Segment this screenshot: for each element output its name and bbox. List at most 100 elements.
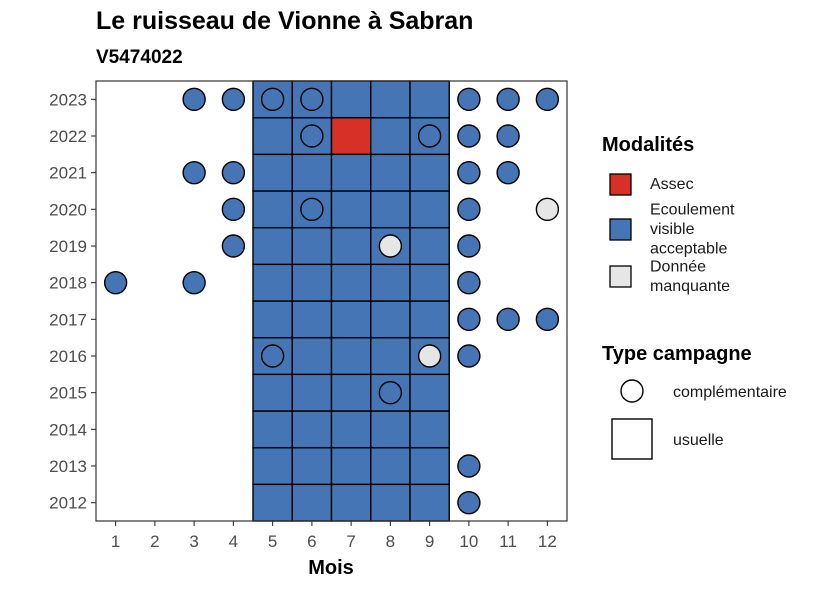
tile-2012-7 bbox=[330, 483, 372, 522]
tile-2012-6 bbox=[291, 483, 333, 522]
tile-2014-8 bbox=[370, 410, 411, 449]
y-tick-label-2022: 2022 bbox=[49, 127, 87, 146]
tile-2018-7 bbox=[330, 263, 372, 302]
tile-2016-8 bbox=[370, 336, 411, 376]
tile-2013-5 bbox=[252, 446, 293, 486]
point-2022-10 bbox=[457, 124, 481, 148]
point-2020-6 bbox=[300, 197, 324, 222]
point-2016-5 bbox=[260, 344, 285, 368]
legend-key-usuelle bbox=[611, 418, 653, 460]
tile-2021-7 bbox=[330, 153, 372, 192]
y-tick-label-2021: 2021 bbox=[49, 164, 87, 183]
point-2023-11 bbox=[496, 87, 520, 112]
tile-2019-9 bbox=[409, 226, 450, 266]
y-tick-label-2019: 2019 bbox=[49, 237, 87, 256]
tile-2014-7 bbox=[330, 410, 372, 449]
point-2022-9 bbox=[417, 124, 442, 148]
point-2023-5 bbox=[260, 87, 285, 112]
y-tick-label-2017: 2017 bbox=[49, 310, 87, 329]
legend-label-complementaire: complémentaire bbox=[673, 384, 787, 401]
point-2023-12 bbox=[535, 87, 560, 112]
tile-2022-7 bbox=[330, 116, 372, 156]
tile-2014-6 bbox=[291, 410, 333, 449]
tile-2020-9 bbox=[409, 190, 450, 229]
tile-2015-5 bbox=[252, 373, 293, 412]
tile-2021-5 bbox=[252, 153, 293, 192]
legend-key-donnee-manquante bbox=[609, 265, 632, 288]
legend-label-assec-1: Assec bbox=[650, 176, 694, 193]
legend-label-usuelle: usuelle bbox=[673, 432, 724, 449]
point-2021-3 bbox=[182, 160, 206, 185]
x-tick-label-6: 6 bbox=[307, 532, 316, 551]
tile-2012-8 bbox=[370, 483, 411, 522]
point-2021-10 bbox=[457, 160, 481, 185]
point-2022-11 bbox=[496, 124, 520, 148]
tile-2021-6 bbox=[291, 153, 333, 192]
point-2018-3 bbox=[182, 270, 206, 295]
legend-label-ecoulement-visible-acceptable-1: Ecoulement bbox=[650, 202, 735, 219]
chart-subtitle: V5474022 bbox=[96, 47, 183, 68]
x-axis-title: Mois bbox=[308, 557, 354, 579]
tile-2018-9 bbox=[409, 263, 450, 302]
y-tick-label-2016: 2016 bbox=[49, 347, 87, 366]
x-tick-label-2: 2 bbox=[150, 532, 159, 551]
legend-label-donnee-manquante-1: Donnée bbox=[650, 258, 706, 275]
plot-border bbox=[95, 80, 568, 522]
tile-2013-6 bbox=[291, 446, 333, 486]
point-2019-8 bbox=[378, 234, 403, 258]
x-tick-label-11: 11 bbox=[499, 532, 517, 551]
tile-2017-9 bbox=[409, 300, 450, 339]
point-2019-4 bbox=[221, 234, 246, 258]
point-2022-6 bbox=[300, 124, 324, 148]
point-2017-11 bbox=[496, 307, 520, 332]
point-2018-1 bbox=[103, 270, 128, 295]
tile-2017-6 bbox=[291, 300, 333, 339]
point-2021-4 bbox=[221, 160, 246, 185]
point-2023-10 bbox=[457, 87, 481, 112]
x-tick-label-3: 3 bbox=[189, 532, 198, 551]
point-2020-4 bbox=[221, 197, 246, 222]
legend-label-ecoulement-visible-acceptable-3: acceptable bbox=[650, 241, 727, 258]
tile-2013-8 bbox=[370, 446, 411, 486]
tile-2019-7 bbox=[330, 226, 372, 266]
tile-2018-5 bbox=[252, 263, 293, 302]
tile-2013-7 bbox=[330, 446, 372, 486]
legend-type-campagne: Type campagne complémentaire usuelle bbox=[602, 343, 787, 460]
point-2023-3 bbox=[182, 87, 206, 112]
tile-2015-9 bbox=[409, 373, 450, 412]
tile-2018-8 bbox=[370, 263, 411, 302]
x-tick-label-10: 10 bbox=[459, 532, 478, 551]
tile-2013-9 bbox=[409, 446, 450, 486]
tile-2023-9 bbox=[409, 80, 450, 119]
legend-type-campagne-title: Type campagne bbox=[602, 343, 752, 365]
tile-2014-5 bbox=[252, 410, 293, 449]
y-tick-label-2020: 2020 bbox=[49, 200, 87, 219]
tile-2020-7 bbox=[330, 190, 372, 229]
point-2017-10 bbox=[457, 307, 481, 332]
tile-2022-8 bbox=[370, 116, 411, 156]
point-2020-12 bbox=[535, 197, 560, 222]
y-tick-label-2013: 2013 bbox=[49, 457, 87, 476]
tile-2015-6 bbox=[291, 373, 333, 412]
tile-2021-8 bbox=[370, 153, 411, 192]
x-tick-label-5: 5 bbox=[268, 532, 277, 551]
tile-2019-5 bbox=[252, 226, 293, 266]
x-axis: 1 2 3 4 5 6 7 8 9 10 11 12 bbox=[111, 521, 557, 551]
tile-2019-6 bbox=[291, 226, 333, 266]
tile-2017-8 bbox=[370, 300, 411, 339]
point-2016-10 bbox=[457, 344, 481, 368]
legend-key-ecoulement-visible-acceptable bbox=[609, 218, 632, 241]
tile-2021-9 bbox=[409, 153, 450, 192]
y-tick-label-2012: 2012 bbox=[49, 494, 87, 513]
legend-modalites-title: Modalités bbox=[602, 134, 694, 156]
chart-title: Le ruisseau de Vionne à Sabran bbox=[96, 7, 473, 35]
tile-2018-6 bbox=[291, 263, 333, 302]
tile-2014-9 bbox=[409, 410, 450, 449]
tile-2020-8 bbox=[370, 190, 411, 229]
point-2021-11 bbox=[496, 160, 520, 185]
x-tick-label-12: 12 bbox=[538, 532, 557, 551]
x-tick-label-4: 4 bbox=[229, 532, 238, 551]
tile-2016-6 bbox=[291, 336, 333, 376]
point-2020-10 bbox=[457, 197, 481, 222]
y-axis: 2012 2013 2014 2015 2016 2017 2018 2019 2020 2021… bbox=[49, 90, 96, 513]
